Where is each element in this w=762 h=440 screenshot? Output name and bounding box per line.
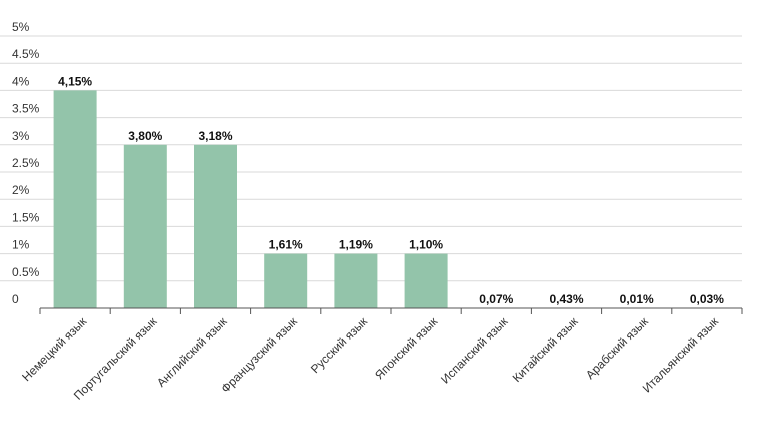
- bars: [53, 90, 448, 309]
- x-category-label: Японский язык: [372, 314, 441, 383]
- data-label: 3,80%: [128, 129, 162, 143]
- bar: [194, 144, 237, 308]
- data-label: 0,03%: [690, 292, 724, 306]
- y-tick-label: 1.5%: [12, 210, 40, 224]
- y-tick-label: 3%: [12, 129, 30, 143]
- data-label: 0,01%: [620, 292, 654, 306]
- data-label: 4,15%: [58, 74, 92, 88]
- x-category-label: Китайский язык: [510, 314, 581, 385]
- data-label: 1,19%: [339, 238, 373, 252]
- data-label: 0,43%: [549, 292, 583, 306]
- data-label: 1,10%: [409, 238, 443, 252]
- x-category-label: Испанский язык: [438, 314, 511, 387]
- grid-layer: [0, 35, 742, 282]
- bar: [123, 144, 167, 308]
- bar: [53, 90, 97, 309]
- y-tick-label: 5%: [12, 20, 30, 34]
- y-axis: 0 0.5% 1% 1.5% 2% 2.5% 3% 3.5% 4% 4.5% 5%: [12, 20, 40, 306]
- y-tick-label: 1%: [12, 238, 30, 252]
- y-tick-label: 2.5%: [12, 156, 40, 170]
- bar: [264, 253, 308, 308]
- x-category-label: Немецкий язык: [19, 314, 90, 385]
- y-tick-label: 4%: [12, 74, 30, 88]
- data-label: 1,61%: [269, 238, 303, 252]
- x-category-label: Французский язык: [218, 314, 300, 396]
- bar: [404, 253, 448, 308]
- y-tick-label: 2%: [12, 183, 30, 197]
- x-category-label: Английский язык: [154, 314, 230, 390]
- x-category-label: Русский язык: [308, 314, 371, 377]
- x-category-label: Арабский язык: [583, 314, 651, 382]
- x-category-label: Итальянский язык: [640, 314, 722, 396]
- y-tick-label: 4.5%: [12, 47, 40, 61]
- bar: [334, 253, 378, 308]
- data-label: 3,18%: [198, 129, 232, 143]
- y-tick-label: 0.5%: [12, 265, 40, 279]
- data-labels: 4,15% 3,80% 3,18% 1,61% 1,19% 1,10% 0,07% 0,43%…: [58, 74, 724, 306]
- data-label: 0,07%: [479, 292, 513, 306]
- y-tick-label: 0: [12, 292, 19, 306]
- y-tick-label: 3.5%: [12, 102, 40, 116]
